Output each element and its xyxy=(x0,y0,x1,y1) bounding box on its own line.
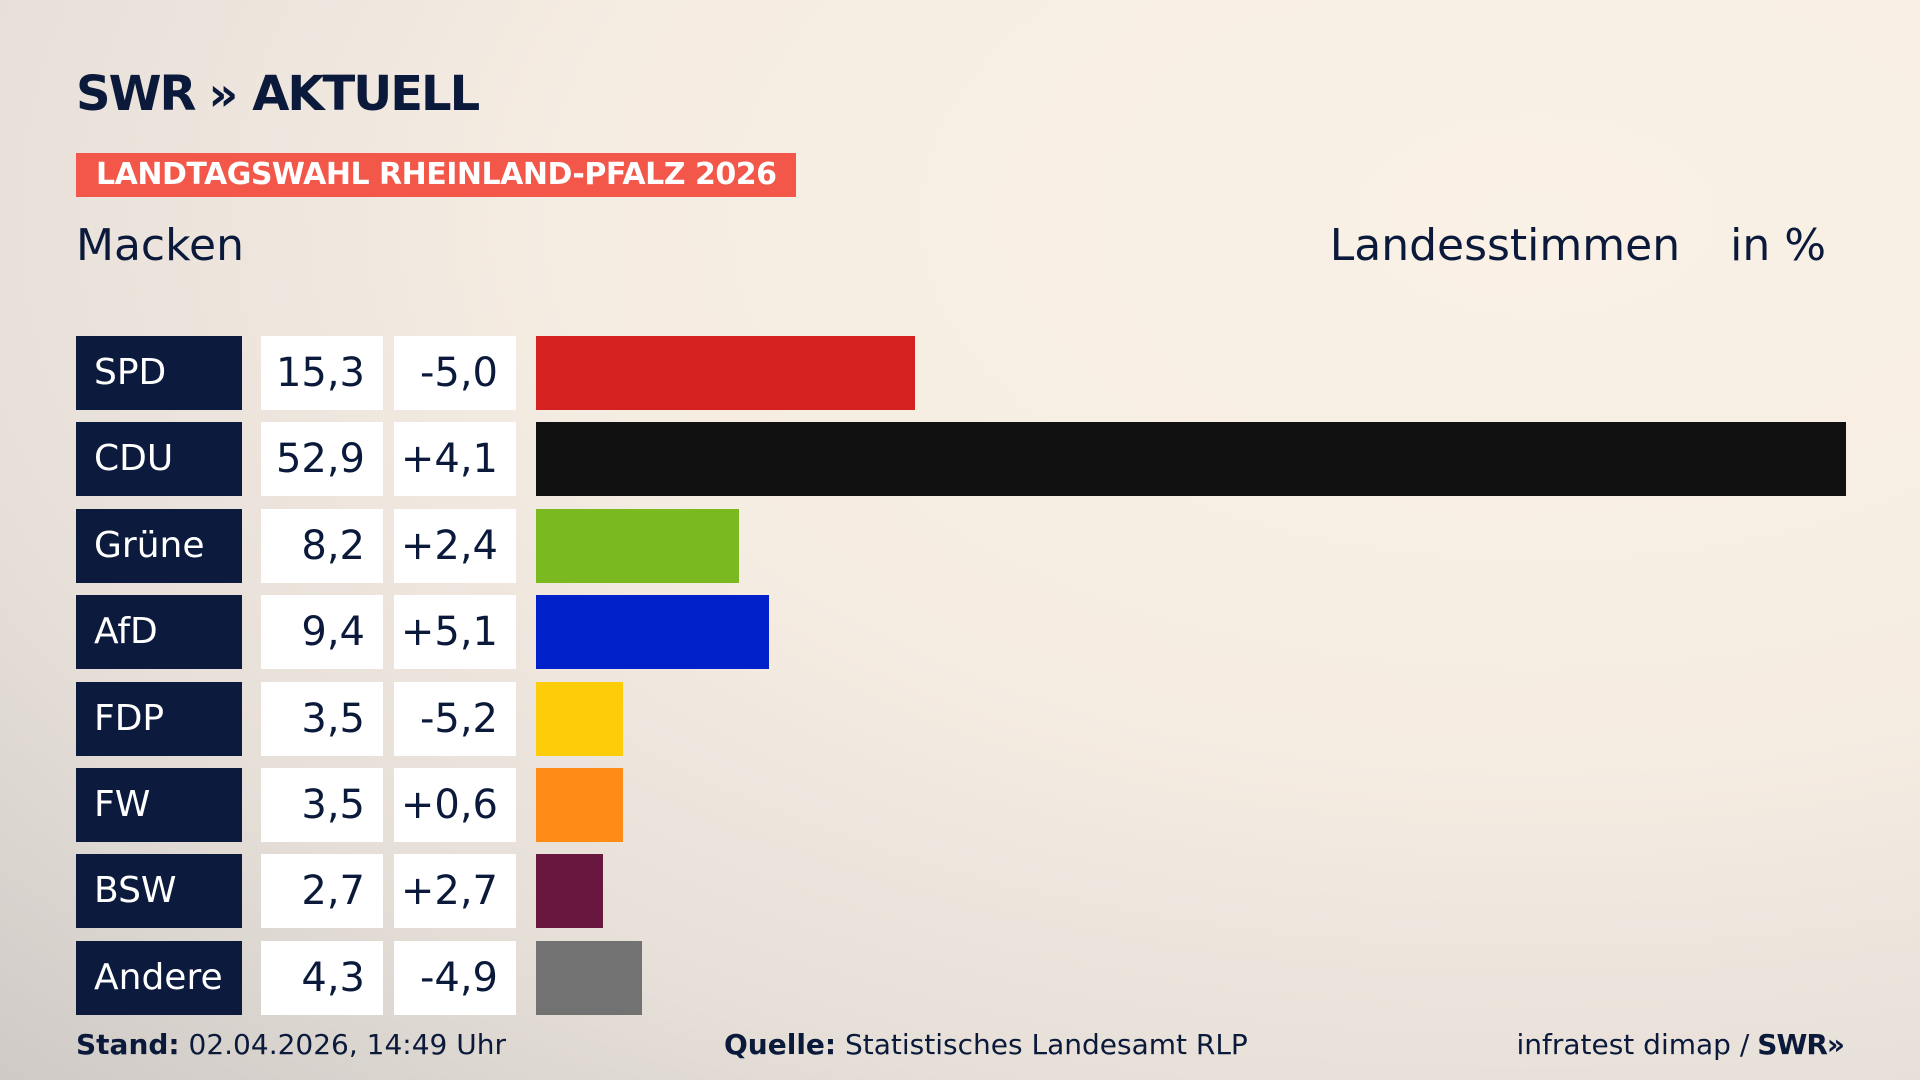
party-label: CDU xyxy=(76,422,242,497)
party-label: AfD xyxy=(76,595,242,670)
footer-stand: Stand: 02.04.2026, 14:49 Uhr xyxy=(76,1028,506,1061)
election-badge: LANDTAGSWAHL RHEINLAND-PFALZ 2026 xyxy=(76,153,797,197)
result-bar xyxy=(536,508,740,583)
vote-share-value: 8,2 xyxy=(261,508,383,583)
vote-share-value: 4,3 xyxy=(261,940,383,1015)
footer-source: Quelle: Statistisches Landesamt RLP xyxy=(724,1028,1248,1061)
result-bar xyxy=(536,595,769,670)
party-label: SPD xyxy=(76,336,242,410)
source-value: Statistisches Landesamt RLP xyxy=(845,1028,1248,1061)
metric-label: Landesstimmen xyxy=(1329,220,1681,271)
credit-logo: SWR» xyxy=(1757,1028,1845,1061)
unit-label: in % xyxy=(1730,220,1826,271)
stand-value: 02.04.2026, 14:49 Uhr xyxy=(188,1028,506,1061)
vote-share-change: -4,9 xyxy=(394,940,516,1015)
vote-share-change: -5,2 xyxy=(394,681,516,756)
credit-text: infratest dimap / xyxy=(1516,1028,1750,1061)
vote-share-value: 15,3 xyxy=(261,336,383,410)
result-row-cdu: CDU 52,9 +4,1 xyxy=(76,422,1846,497)
result-bar xyxy=(536,940,643,1015)
result-row-fdp: FDP 3,5 -5,2 xyxy=(76,681,1846,756)
result-bar xyxy=(536,422,1846,497)
result-bar xyxy=(536,336,915,410)
vote-share-change: +4,1 xyxy=(394,422,516,497)
vote-share-value: 2,7 xyxy=(261,854,383,929)
chart-meta: Landesstimmen in % xyxy=(1330,220,1826,271)
vote-share-change: +2,7 xyxy=(394,854,516,929)
vote-share-value: 52,9 xyxy=(261,422,383,497)
stand-label: Stand: xyxy=(76,1028,180,1061)
result-row-afd: AfD 9,4 +5,1 xyxy=(76,595,1846,670)
party-label: Grüne xyxy=(76,508,242,583)
region-title: Macken xyxy=(76,220,244,271)
logo-chevron-icon: » xyxy=(208,67,238,121)
vote-share-change: +0,6 xyxy=(394,768,516,842)
result-row-fw: FW 3,5 +0,6 xyxy=(76,768,1846,842)
swr-aktuell-logo: SWR» AKTUELL xyxy=(76,64,480,124)
vote-share-value: 9,4 xyxy=(261,595,383,670)
result-bar xyxy=(536,768,623,842)
vote-share-change: +2,4 xyxy=(394,508,516,583)
result-bar xyxy=(536,681,623,756)
result-row-bsw: BSW 2,7 +2,7 xyxy=(76,854,1846,929)
footer-credit: infratest dimap / SWR» xyxy=(1516,1028,1845,1061)
party-label: BSW xyxy=(76,854,242,929)
logo-brand: SWR xyxy=(76,66,196,122)
party-label: FW xyxy=(76,768,242,842)
vote-share-value: 3,5 xyxy=(261,681,383,756)
logo-suffix: AKTUELL xyxy=(252,66,480,122)
result-bar xyxy=(536,854,603,929)
party-label: Andere xyxy=(76,940,242,1015)
vote-share-value: 3,5 xyxy=(261,768,383,842)
result-row-andere: Andere 4,3 -4,9 xyxy=(76,940,1846,1015)
result-row-spd: SPD 15,3 -5,0 xyxy=(76,336,1846,410)
credit-logo-text: SWR xyxy=(1757,1028,1828,1061)
source-label: Quelle: xyxy=(724,1028,837,1061)
vote-share-change: +5,1 xyxy=(394,595,516,670)
vote-share-change: -5,0 xyxy=(394,336,516,410)
credit-chevron-icon: » xyxy=(1826,1028,1845,1061)
party-label: FDP xyxy=(76,681,242,756)
result-row-grüne: Grüne 8,2 +2,4 xyxy=(76,508,1846,583)
